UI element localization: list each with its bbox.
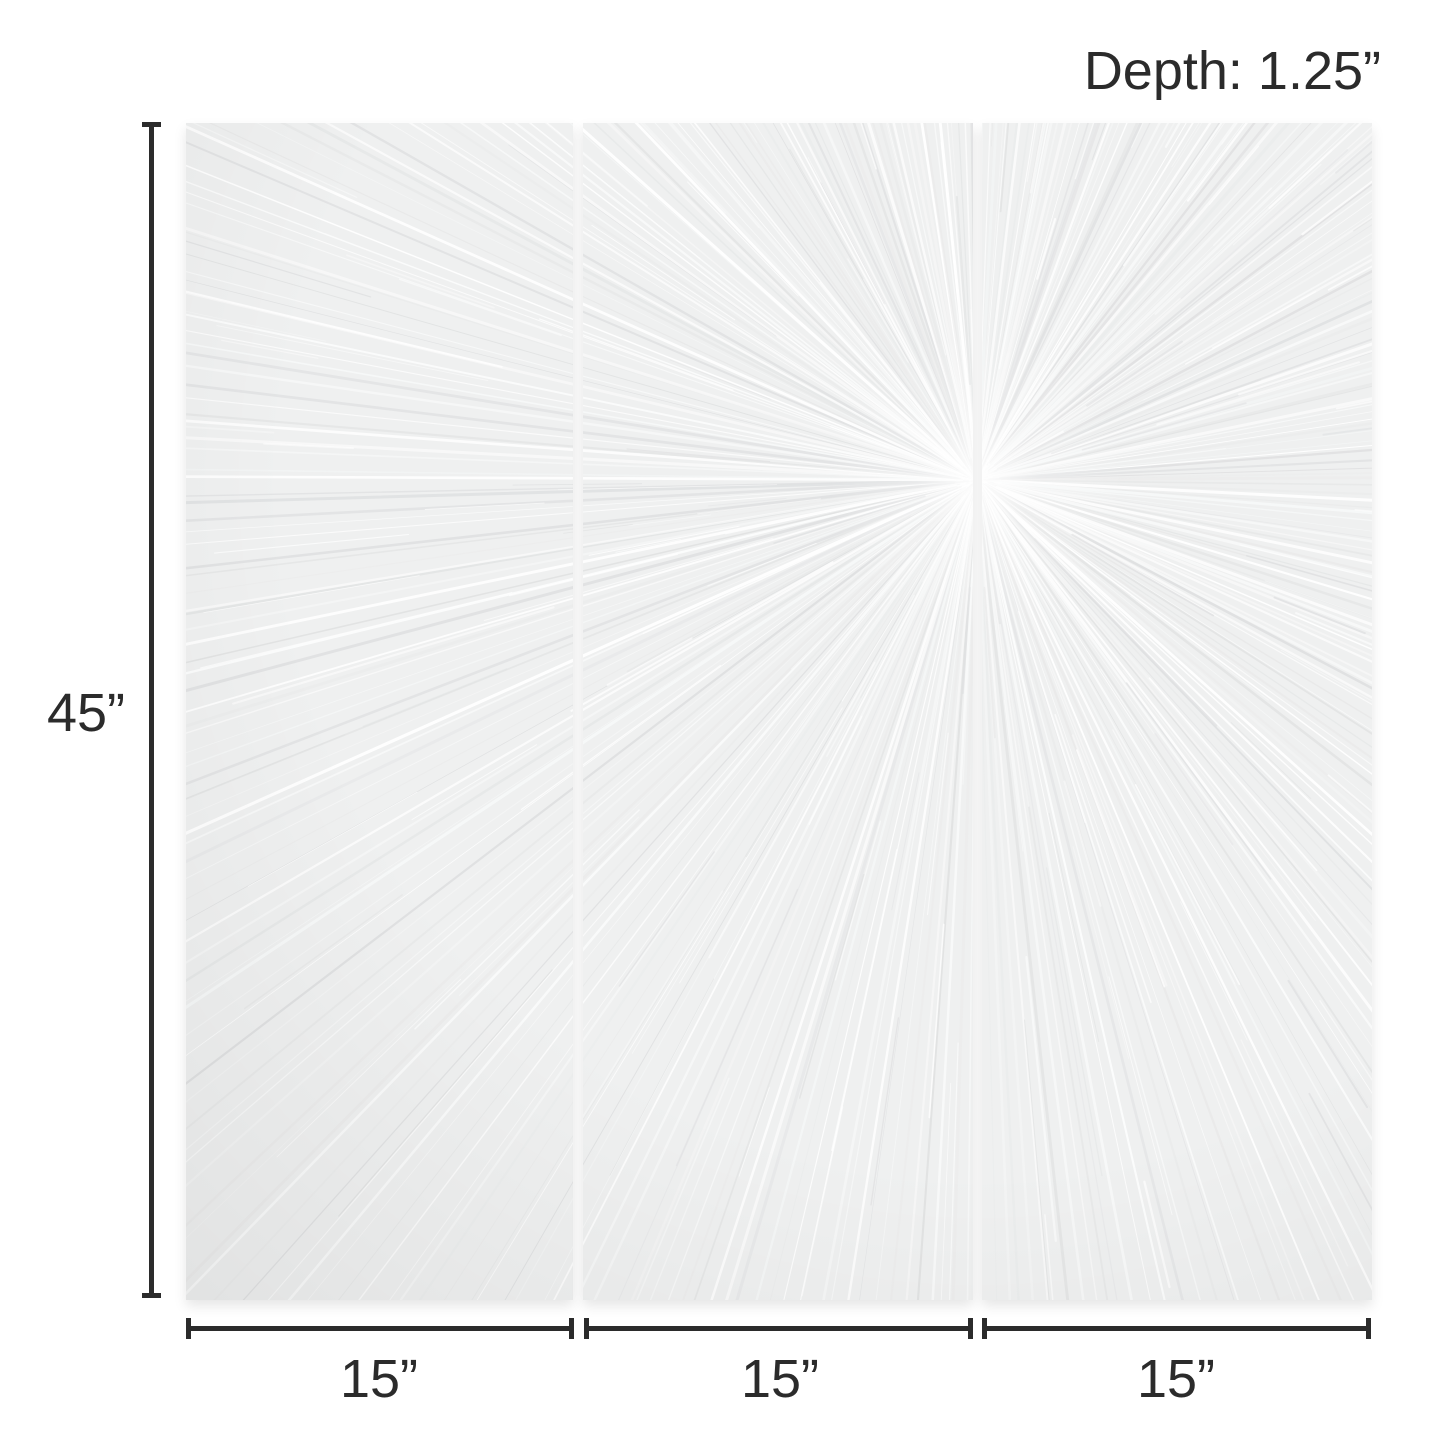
dimension-bar-vertical bbox=[149, 122, 154, 1298]
dimension-cap-bottom bbox=[142, 1293, 161, 1298]
sunburst-art bbox=[186, 123, 573, 1300]
width-dimension-line-center bbox=[584, 1318, 973, 1339]
dimension-bar-horizontal bbox=[982, 1326, 1371, 1331]
dimension-cap-right bbox=[569, 1318, 574, 1339]
sunburst-art bbox=[982, 123, 1372, 1300]
width-dimension-line-left bbox=[186, 1318, 574, 1339]
width-label-left: 15” bbox=[339, 1349, 419, 1409]
art-panel-left bbox=[186, 123, 573, 1300]
dimension-bar-horizontal bbox=[186, 1326, 574, 1331]
height-label: 45” bbox=[46, 683, 126, 743]
dimension-cap-right bbox=[968, 1318, 973, 1339]
width-dimension-line-right bbox=[982, 1318, 1371, 1339]
art-panel-right bbox=[982, 123, 1372, 1300]
dimension-cap-right bbox=[1366, 1318, 1371, 1339]
height-dimension-line bbox=[142, 122, 161, 1298]
width-label-right: 15” bbox=[1136, 1349, 1216, 1409]
art-panel-center bbox=[583, 123, 973, 1300]
depth-label: Depth: 1.25” bbox=[1083, 41, 1381, 101]
width-label-center: 15” bbox=[740, 1349, 820, 1409]
sunburst-art bbox=[583, 123, 973, 1300]
dimension-bar-horizontal bbox=[584, 1326, 973, 1331]
